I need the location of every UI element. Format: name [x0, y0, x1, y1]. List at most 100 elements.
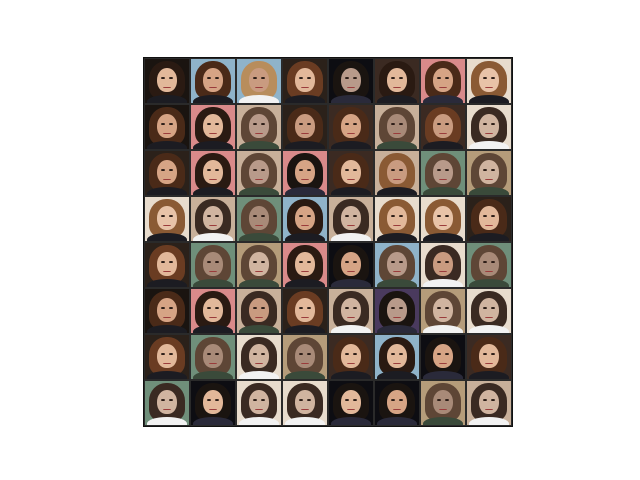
face-thumbnail	[374, 104, 420, 150]
shoulders-shape	[377, 417, 417, 425]
mouth	[163, 270, 171, 273]
face-shape	[386, 159, 408, 185]
mouth	[163, 132, 171, 135]
right-eye	[491, 168, 496, 171]
shoulders-shape	[285, 279, 325, 287]
right-eye	[261, 260, 266, 263]
face-thumbnail	[282, 104, 328, 150]
right-eye	[491, 260, 496, 263]
face-shape	[294, 389, 316, 415]
left-eye	[345, 352, 350, 355]
mouth	[301, 86, 309, 89]
face-thumbnail	[190, 334, 236, 380]
face-thumbnail	[144, 334, 190, 380]
shoulders-shape	[469, 141, 509, 149]
right-eye	[307, 306, 312, 309]
left-eye	[207, 214, 212, 217]
face-shape	[478, 297, 500, 323]
face-shape	[340, 389, 362, 415]
face-shape	[478, 251, 500, 277]
left-eye	[161, 398, 166, 401]
left-eye	[345, 168, 350, 171]
face-shape	[340, 67, 362, 93]
shoulders-shape	[423, 325, 463, 333]
mouth	[439, 270, 447, 273]
mouth	[209, 362, 217, 365]
left-eye	[299, 122, 304, 125]
mouth	[209, 316, 217, 319]
mouth	[485, 316, 493, 319]
shoulders-shape	[193, 325, 233, 333]
shoulders-shape	[193, 417, 233, 425]
right-eye	[169, 398, 174, 401]
face-thumbnail	[328, 104, 374, 150]
face-shape	[340, 205, 362, 231]
shoulders-shape	[377, 95, 417, 103]
right-eye	[445, 398, 450, 401]
left-eye	[253, 306, 258, 309]
face-shape	[294, 113, 316, 139]
left-eye	[299, 352, 304, 355]
mouth	[255, 224, 263, 227]
shoulders-shape	[423, 141, 463, 149]
left-eye	[437, 122, 442, 125]
right-eye	[445, 76, 450, 79]
face-thumbnail	[190, 288, 236, 334]
right-eye	[215, 398, 220, 401]
left-eye	[299, 168, 304, 171]
face-shape	[386, 67, 408, 93]
face-shape	[156, 67, 178, 93]
mouth	[347, 132, 355, 135]
shoulders-shape	[193, 187, 233, 195]
shoulders-shape	[239, 95, 279, 103]
face-thumbnail	[190, 380, 236, 426]
left-eye	[253, 260, 258, 263]
mouth	[255, 408, 263, 411]
left-eye	[253, 76, 258, 79]
image-grid-figure	[143, 57, 513, 427]
face-shape	[432, 389, 454, 415]
face-shape	[202, 389, 224, 415]
right-eye	[169, 76, 174, 79]
right-eye	[215, 122, 220, 125]
shoulders-shape	[377, 187, 417, 195]
face-shape	[478, 159, 500, 185]
face-thumbnail	[374, 150, 420, 196]
right-eye	[307, 214, 312, 217]
face-thumbnail	[144, 288, 190, 334]
right-eye	[307, 260, 312, 263]
right-eye	[353, 306, 358, 309]
face-shape	[202, 67, 224, 93]
face-thumbnail	[420, 150, 466, 196]
mouth	[393, 362, 401, 365]
face-shape	[294, 343, 316, 369]
right-eye	[399, 306, 404, 309]
shoulders-shape	[469, 233, 509, 241]
face-thumbnail	[466, 288, 512, 334]
face-shape	[432, 251, 454, 277]
shoulders-shape	[331, 371, 371, 379]
face-shape	[248, 251, 270, 277]
mouth	[485, 178, 493, 181]
right-eye	[491, 352, 496, 355]
face-shape	[478, 113, 500, 139]
mouth	[347, 270, 355, 273]
left-eye	[161, 352, 166, 355]
mouth	[209, 270, 217, 273]
left-eye	[437, 214, 442, 217]
face-shape	[156, 251, 178, 277]
right-eye	[307, 398, 312, 401]
right-eye	[261, 214, 266, 217]
right-eye	[445, 168, 450, 171]
mouth	[301, 270, 309, 273]
mouth	[393, 316, 401, 319]
shoulders-shape	[423, 279, 463, 287]
face-thumbnail	[282, 288, 328, 334]
mouth	[347, 86, 355, 89]
mouth	[301, 178, 309, 181]
right-eye	[399, 214, 404, 217]
face-shape	[478, 205, 500, 231]
mouth	[255, 316, 263, 319]
face-shape	[432, 297, 454, 323]
left-eye	[253, 398, 258, 401]
